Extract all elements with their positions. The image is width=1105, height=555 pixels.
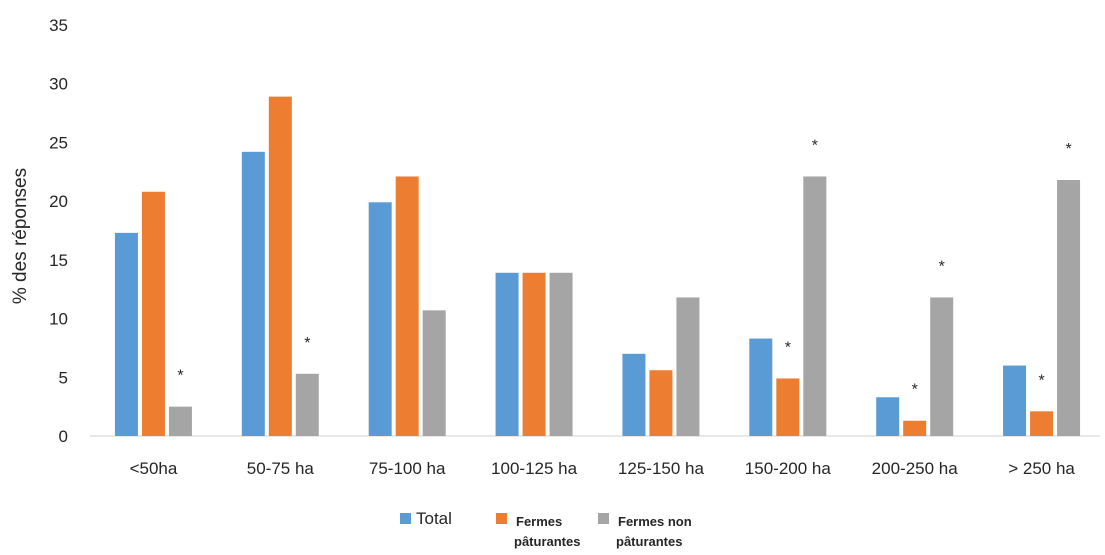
significance-markers: * * * * * * * * [177,137,1071,398]
significance-star: * [812,137,818,154]
bar [803,176,827,437]
bar [903,420,927,436]
y-tick-label: 5 [59,368,68,387]
legend-swatch [598,513,609,524]
bar [141,191,165,436]
y-tick-label: 25 [49,133,68,152]
significance-star: * [939,258,945,275]
significance-star: * [304,335,310,352]
bar [114,232,138,436]
legend: Total Fermes pâturantes Fermes non pâturante… [400,509,692,549]
x-tick-label: 50-75 ha [247,459,315,478]
y-tick-label: 20 [49,192,68,211]
bar [549,272,573,436]
bar [295,373,319,436]
significance-star: * [1065,141,1071,158]
bar [1030,411,1054,436]
bar [1057,180,1081,436]
bar [1003,365,1027,436]
x-tick-label: 200-250 ha [872,459,959,478]
y-axis-ticks: 0 5 10 15 20 25 30 35 [49,16,68,446]
x-tick-label: 150-200 ha [745,459,832,478]
significance-star: * [785,339,791,356]
legend-label: Total [416,509,452,528]
bar [876,397,900,436]
significance-star: * [1038,372,1044,389]
legend-label: Fermes [516,514,562,529]
bar [522,272,546,436]
bar [395,176,419,437]
legend-label: pâturantes [616,534,682,549]
y-axis-title: % des réponses [10,168,31,304]
y-tick-label: 0 [59,427,68,446]
bar [241,151,265,436]
bar [649,370,673,436]
bar [268,96,292,436]
bar [930,297,954,436]
x-tick-label: 100-125 ha [491,459,578,478]
bar [422,310,446,436]
y-tick-label: 10 [49,310,68,329]
x-axis-ticks: <50ha 50-75 ha 75-100 ha 100-125 ha 125-150 … [130,459,1076,478]
bar [622,353,646,436]
y-tick-label: 30 [49,75,68,94]
significance-star: * [912,382,918,399]
bar [168,406,192,436]
x-tick-label: 75-100 ha [369,459,446,478]
bar [495,272,519,436]
y-tick-label: 15 [49,251,68,270]
significance-star: * [177,368,183,385]
bar [776,378,800,436]
x-tick-label: 125-150 ha [618,459,705,478]
y-tick-label: 35 [49,16,68,35]
bars-group [114,96,1081,437]
legend-swatch [496,513,507,524]
legend-swatch [400,513,411,524]
legend-label: pâturantes [514,534,580,549]
bar [368,202,392,436]
bar [676,297,700,436]
legend-label: Fermes non [618,514,692,529]
bar [749,338,773,436]
x-tick-label: <50ha [130,459,178,478]
x-tick-label: > 250 ha [1008,459,1075,478]
